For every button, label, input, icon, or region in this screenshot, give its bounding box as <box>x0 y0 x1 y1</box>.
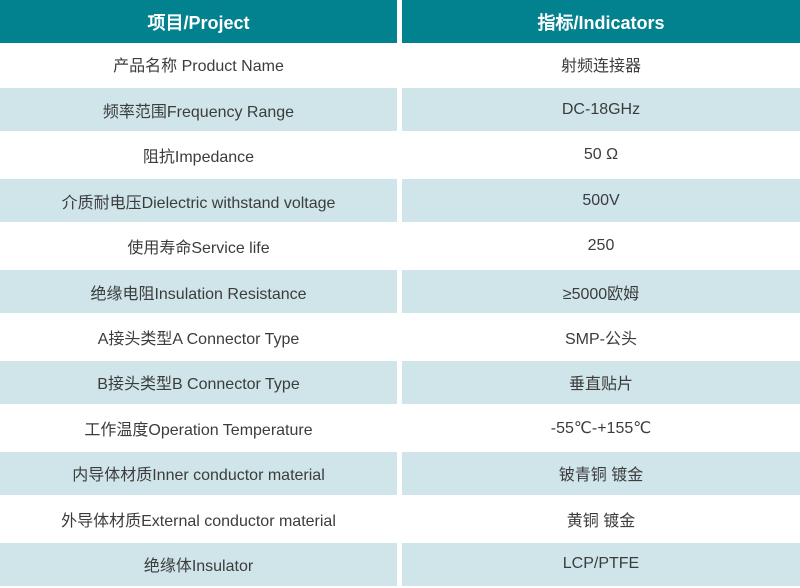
table-row: 内导体材质Inner conductor material 铍青铜 镀金 <box>0 449 800 497</box>
header-indicators-label: 指标/Indicators <box>402 0 800 43</box>
table-row: 绝缘电阻Insulation Resistance ≥5000欧姆 <box>0 268 800 316</box>
table-row: 外导体材质External conductor material 黄铜 镀金 <box>0 497 800 541</box>
project-cell: 绝缘体Insulator <box>0 542 397 586</box>
table-row: 产品名称 Product Name 射频连接器 <box>0 43 800 86</box>
table-row: 频率范围Frequency Range DC-18GHz <box>0 86 800 134</box>
project-cell: 产品名称 Product Name <box>113 58 284 76</box>
project-cell: 阻抗Impedance <box>142 149 255 167</box>
column-divider <box>397 360 402 404</box>
table-row: 绝缘体Insulator LCP/PTFE <box>0 540 800 588</box>
column-divider <box>397 179 402 223</box>
project-cell: 介质耐电压Dielectric withstand voltage <box>0 179 397 223</box>
table-row: 介质耐电压Dielectric withstand voltage 500V <box>0 177 800 225</box>
column-divider <box>397 315 402 359</box>
project-cell: 外导体材质External conductor material <box>61 512 336 530</box>
table-row: 工作温度Operation Temperature -55℃-+155℃ <box>0 406 800 450</box>
indicator-cell: 黄铜 镀金 <box>566 512 636 530</box>
indicator-cell: -55℃-+155℃ <box>550 419 652 437</box>
indicator-cell: ≥5000欧姆 <box>402 270 800 314</box>
column-divider <box>397 133 402 177</box>
project-cell: 频率范围Frequency Range <box>0 88 397 132</box>
column-divider <box>397 270 402 314</box>
column-divider <box>397 88 402 132</box>
project-cell: 使用寿命Service life <box>127 240 270 258</box>
project-cell: A接头类型A Connector Type <box>97 330 300 348</box>
column-divider <box>397 224 402 268</box>
project-cell: 绝缘电阻Insulation Resistance <box>0 270 397 314</box>
column-divider <box>397 0 402 43</box>
table-header-row: 项目/Project 指标/Indicators <box>0 0 800 43</box>
indicator-cell: 50 Ω <box>583 146 619 164</box>
indicator-cell: 射频连接器 <box>560 58 641 76</box>
project-cell: 工作温度Operation Temperature <box>84 421 313 439</box>
table-row: A接头类型A Connector Type SMP-公头 <box>0 315 800 359</box>
column-divider <box>397 542 402 586</box>
table-row: 使用寿命Service life 250 <box>0 224 800 268</box>
indicator-cell: LCP/PTFE <box>402 542 800 586</box>
column-divider <box>397 43 402 86</box>
column-divider <box>397 451 402 495</box>
table-row: B接头类型B Connector Type 垂直贴片 <box>0 358 800 406</box>
indicator-cell: 铍青铜 镀金 <box>402 451 800 495</box>
column-divider <box>397 406 402 450</box>
project-cell: B接头类型B Connector Type <box>0 360 397 404</box>
table-body: 产品名称 Product Name 射频连接器 频率范围Frequency Ra… <box>0 43 800 588</box>
project-cell: 内导体材质Inner conductor material <box>0 451 397 495</box>
indicator-cell: 垂直贴片 <box>402 360 800 404</box>
column-divider <box>397 497 402 541</box>
table-row: 阻抗Impedance 50 Ω <box>0 133 800 177</box>
indicator-cell: SMP-公头 <box>564 330 637 348</box>
indicator-cell: DC-18GHz <box>402 88 800 132</box>
header-project-label: 项目/Project <box>0 0 397 43</box>
indicator-cell: 250 <box>587 237 615 255</box>
indicator-cell: 500V <box>402 179 800 223</box>
